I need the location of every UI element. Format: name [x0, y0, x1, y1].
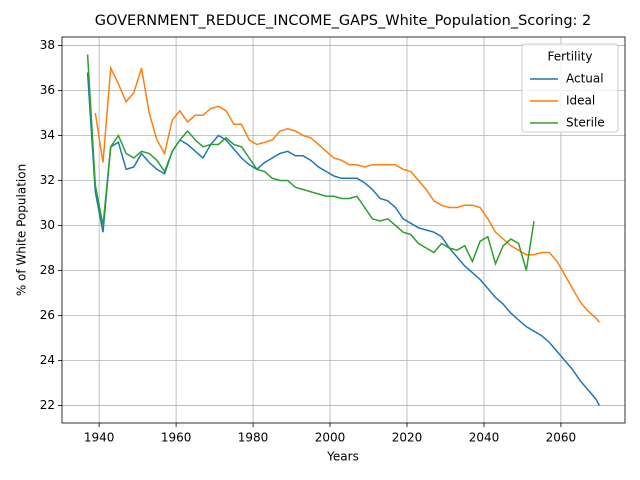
x-axis-label: Years [326, 450, 359, 464]
y-axis-label: % of White Population [15, 164, 29, 296]
line [86, 54, 535, 271]
legend-label: Sterile [566, 116, 605, 130]
legend-label: Actual [566, 72, 604, 86]
y-tick-label: 34 [40, 128, 55, 142]
y-tick-label: 24 [40, 353, 55, 367]
chart-title: GOVERNMENT_REDUCE_INCOME_GAPS_White_Popu… [95, 13, 592, 29]
y-tick-label: 26 [40, 308, 55, 322]
x-tick-label: 2060 [546, 431, 577, 445]
x-tick-label: 1980 [238, 431, 269, 445]
line [94, 65, 600, 323]
plot-frame [61, 36, 626, 424]
y-tick-label: 36 [40, 83, 55, 97]
x-tick-label: 1940 [84, 431, 115, 445]
x-tick-label: 2040 [469, 431, 500, 445]
y-tick-label: 28 [40, 263, 55, 277]
legend-box [521, 43, 619, 133]
y-tick-label: 38 [40, 38, 55, 52]
y-tick-label: 22 [40, 398, 55, 412]
y-tick-label: 32 [40, 173, 55, 187]
x-tick-label: 1960 [161, 431, 192, 445]
y-tick-label: 30 [40, 218, 55, 232]
x-tick-label: 2020 [392, 431, 423, 445]
legend-label: Ideal [566, 94, 595, 108]
legend-title: Fertility [547, 50, 592, 64]
x-tick-label: 2000 [315, 431, 346, 445]
